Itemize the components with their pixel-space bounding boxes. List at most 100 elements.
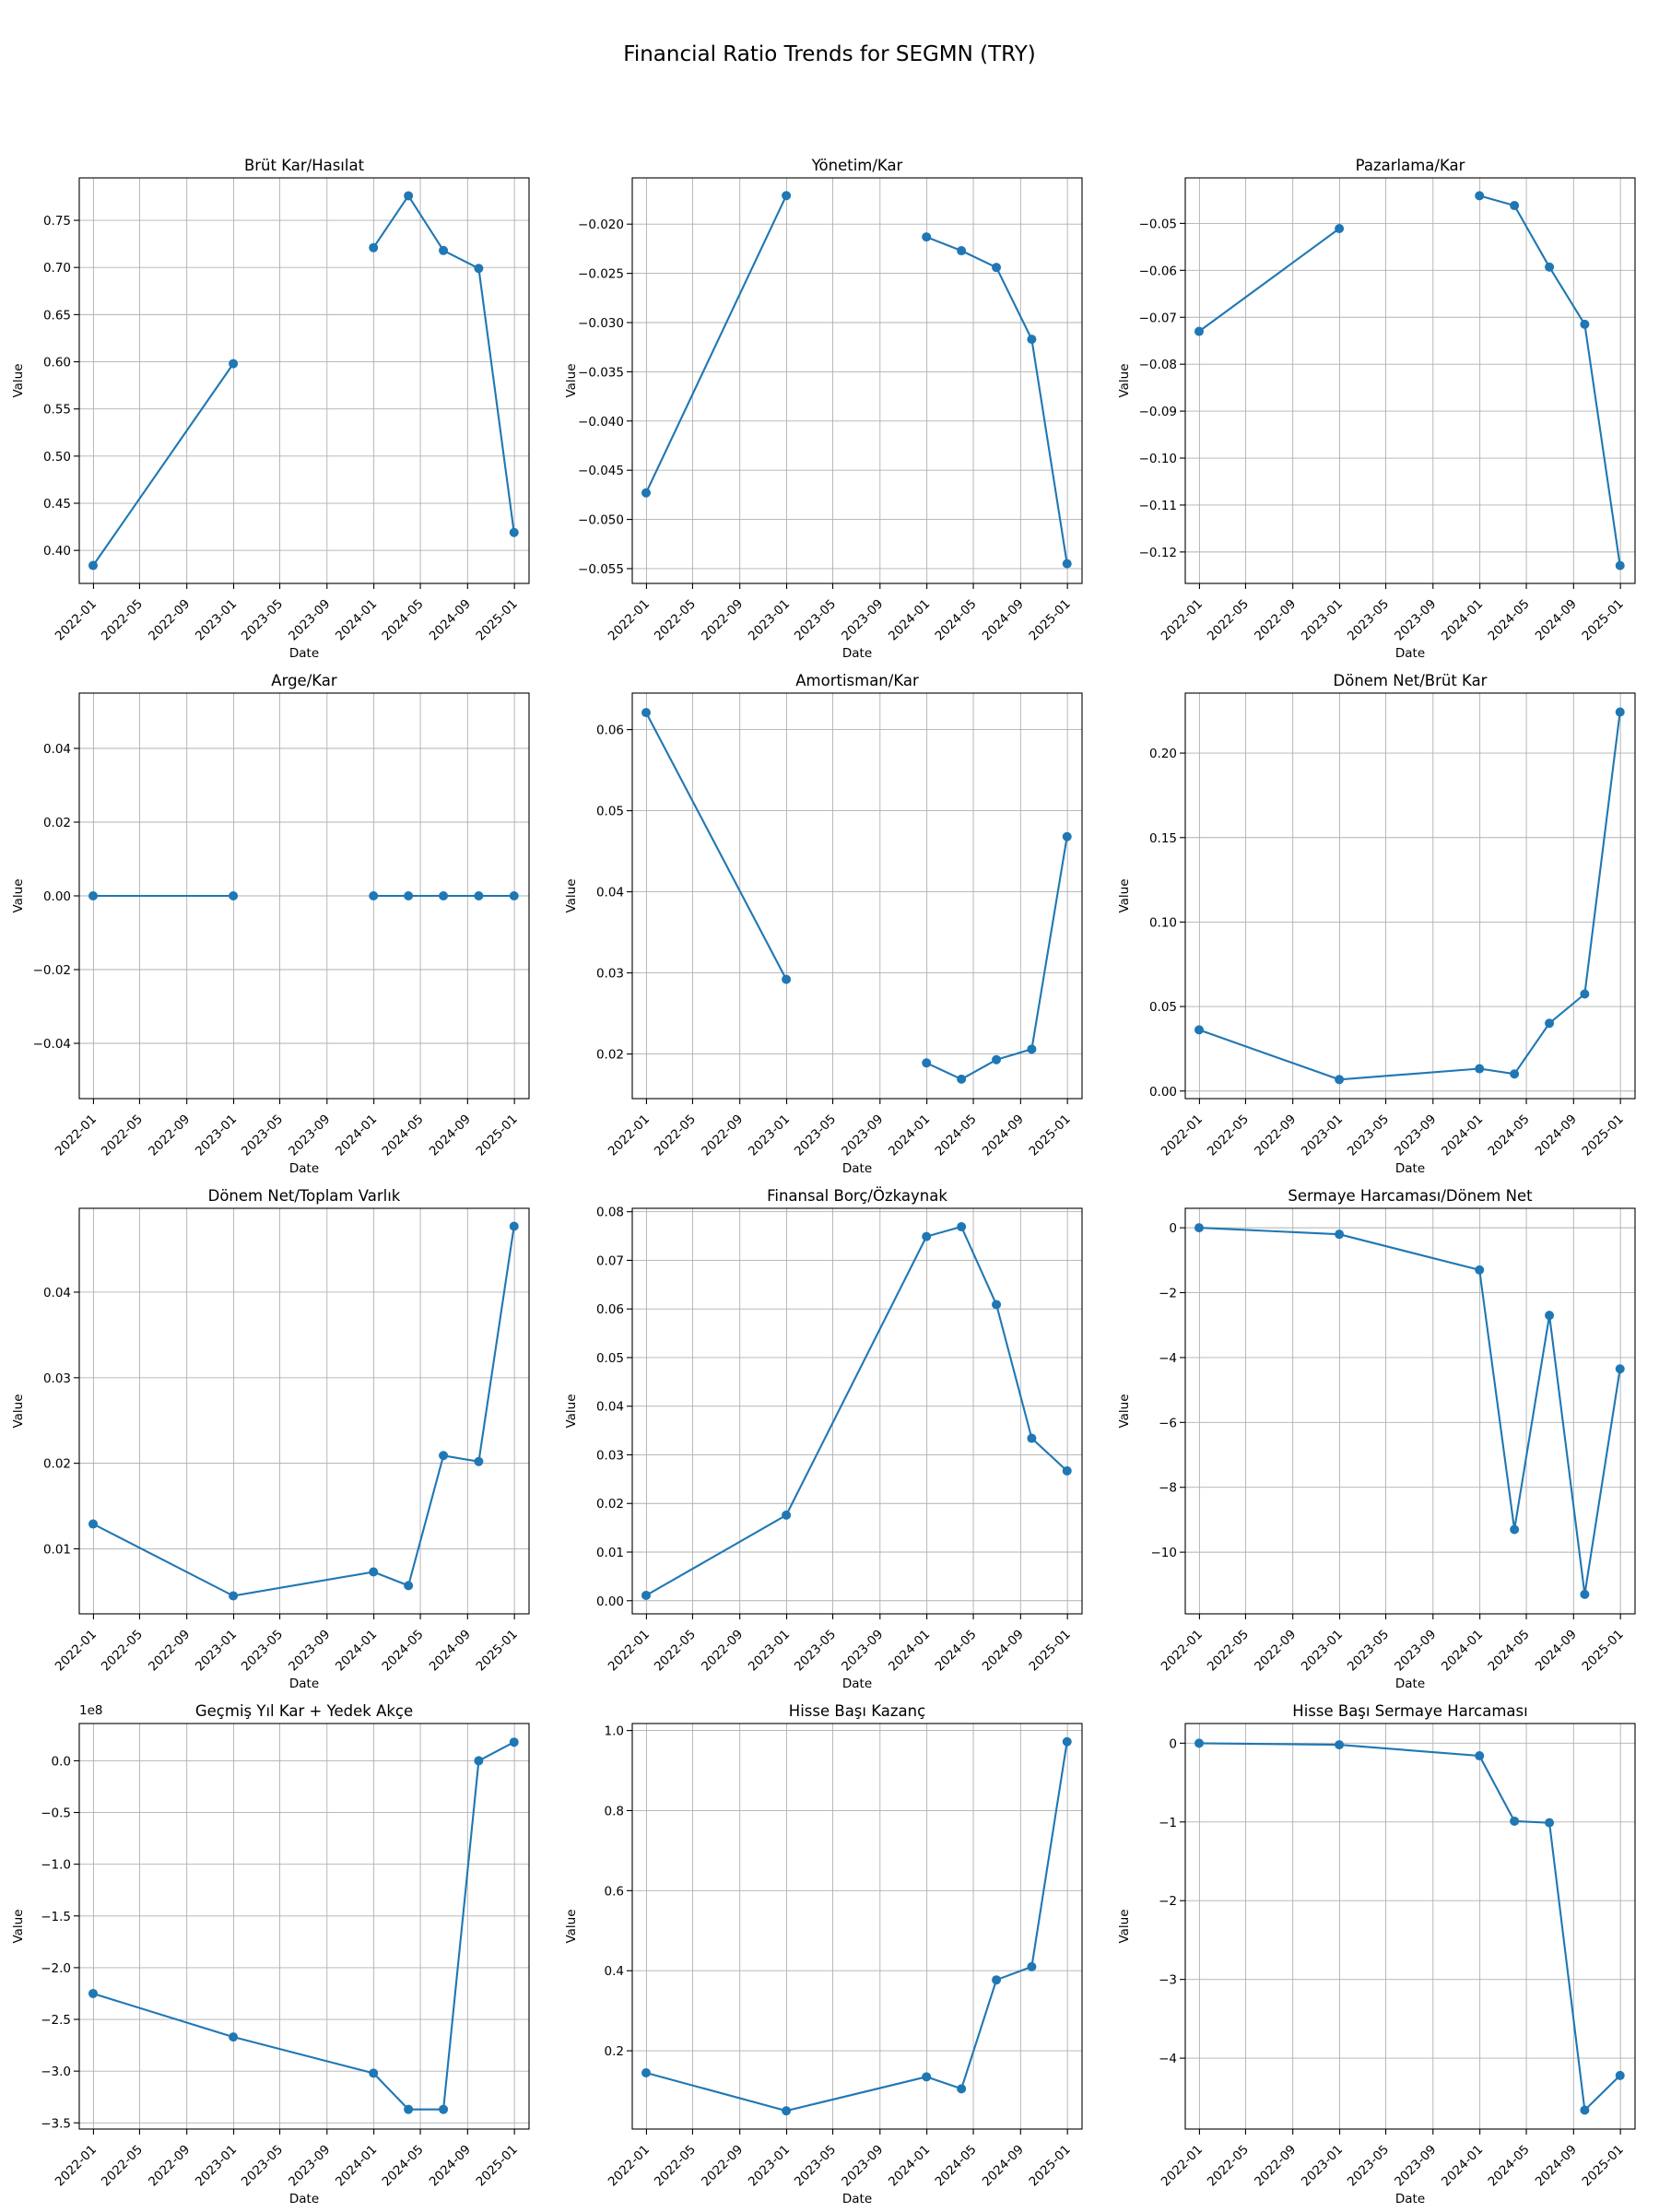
data-point <box>1580 2105 1590 2115</box>
data-point <box>1475 1064 1485 1074</box>
y-axis-label: Value <box>11 1394 26 1428</box>
data-point <box>439 891 449 900</box>
y-tick-label: 0.45 <box>43 497 71 512</box>
y-tick-label: 0.06 <box>596 1302 624 1317</box>
data-point <box>88 560 99 571</box>
x-axis-label: Date <box>289 2192 319 2206</box>
data-point <box>992 1300 1002 1310</box>
y-tick-label: −2.0 <box>41 1961 71 1976</box>
data-point <box>229 891 239 900</box>
y-tick-label: 0.03 <box>43 1371 71 1386</box>
y-tick-label: 0.02 <box>596 1497 624 1512</box>
y-tick-label: 0 <box>1169 1736 1177 1751</box>
data-point <box>88 1988 99 1998</box>
y-tick-label: −0.030 <box>578 316 624 331</box>
x-axis-label: Date <box>842 2192 872 2206</box>
data-point <box>641 708 652 718</box>
subplot-title: Brüt Kar/Hasılat <box>244 157 365 174</box>
data-point <box>922 232 932 242</box>
data-point <box>782 1510 792 1520</box>
y-tick-label: −0.08 <box>1139 358 1177 372</box>
y-tick-label: 0.20 <box>1149 747 1177 761</box>
series-line <box>92 363 234 567</box>
subplot-title: Yönetim/Kar <box>811 157 903 174</box>
data-point <box>1580 319 1590 329</box>
data-point <box>369 2068 379 2078</box>
y-tick-label: −1.0 <box>41 1858 71 1873</box>
y-axis-label: Value <box>564 1394 579 1428</box>
subplot-title: Pazarlama/Kar <box>1356 157 1465 174</box>
data-point <box>1545 1818 1555 1828</box>
y-tick-label: −3.5 <box>41 2116 71 2131</box>
data-point <box>88 1519 99 1529</box>
data-point <box>229 359 239 369</box>
x-axis-label: Date <box>1395 1161 1425 1176</box>
y-axis-label: Value <box>11 878 26 912</box>
data-point <box>1615 1364 1625 1374</box>
data-point <box>1194 1738 1205 1748</box>
data-point <box>1027 1044 1037 1054</box>
y-tick-label: 0.40 <box>43 544 71 559</box>
data-point <box>474 891 484 900</box>
data-point <box>1062 559 1072 569</box>
y-tick-label: 0.02 <box>43 816 71 830</box>
data-point <box>922 1058 932 1068</box>
x-axis-label: Date <box>842 1677 872 1691</box>
y-tick-label: −2 <box>1159 1894 1177 1909</box>
y-tick-label: 0.03 <box>596 967 624 982</box>
data-point <box>509 1221 519 1231</box>
y-tick-label: 0.0 <box>52 1754 71 1769</box>
data-point <box>1194 1025 1205 1035</box>
plot-frame <box>631 177 1083 584</box>
data-point <box>1062 1736 1072 1747</box>
data-point <box>957 1222 967 1232</box>
y-tick-label: −1 <box>1159 1816 1177 1830</box>
plot-frame <box>1184 1207 1636 1615</box>
data-point <box>1475 1265 1485 1275</box>
subplot-title: Hisse Başı Sermaye Harcaması <box>1292 1702 1527 1720</box>
data-point <box>1475 1751 1485 1761</box>
y-tick-label: −2.5 <box>41 2013 71 2028</box>
data-point <box>992 1054 1002 1065</box>
data-point <box>992 263 1002 273</box>
plot-frame <box>631 692 1083 1100</box>
plot-frame <box>631 1207 1083 1615</box>
subplot-title: Geçmiş Yıl Kar + Yedek Akçe <box>195 1702 413 1720</box>
x-axis-label: Date <box>1395 646 1425 661</box>
plot-frame <box>78 1723 530 2130</box>
y-tick-label: 0.00 <box>1149 1085 1177 1100</box>
y-tick-label: 0.04 <box>43 1286 71 1300</box>
data-point <box>1335 1740 1345 1750</box>
data-point <box>1615 707 1625 717</box>
y-tick-label: −8 <box>1159 1481 1177 1496</box>
data-point <box>1027 1433 1037 1443</box>
x-axis-label: Date <box>1395 1677 1425 1691</box>
y-axis-label: Value <box>1117 878 1132 912</box>
y-tick-label: −0.020 <box>578 218 624 232</box>
y-tick-label: 0.2 <box>605 2044 624 2059</box>
y-tick-label: 0.06 <box>596 724 624 738</box>
data-point <box>1510 1069 1520 1079</box>
data-point <box>1615 2070 1625 2080</box>
y-axis-label: Value <box>564 878 579 912</box>
y-axis-label: Value <box>1117 1394 1132 1428</box>
data-point <box>1510 1816 1520 1826</box>
y-tick-label: −4 <box>1159 1351 1177 1366</box>
data-point <box>957 2084 967 2094</box>
data-point <box>404 1581 414 1591</box>
data-point <box>509 527 519 537</box>
y-tick-label: 0.03 <box>596 1448 624 1463</box>
subplot-title: Amortisman/Kar <box>795 672 919 689</box>
y-tick-label: 0.65 <box>43 308 71 323</box>
data-point <box>474 1756 484 1766</box>
y-tick-label: −0.05 <box>1139 217 1177 231</box>
subplot-title: Hisse Başı Kazanç <box>789 1702 925 1720</box>
data-point <box>1062 1465 1072 1476</box>
y-tick-label: −3.0 <box>41 2065 71 2079</box>
y-tick-label: 0.02 <box>43 1457 71 1472</box>
plot-frame <box>1184 177 1636 584</box>
plot-frame <box>1184 692 1636 1100</box>
y-tick-label: 0.00 <box>596 1594 624 1609</box>
plot-frame <box>78 1207 530 1615</box>
